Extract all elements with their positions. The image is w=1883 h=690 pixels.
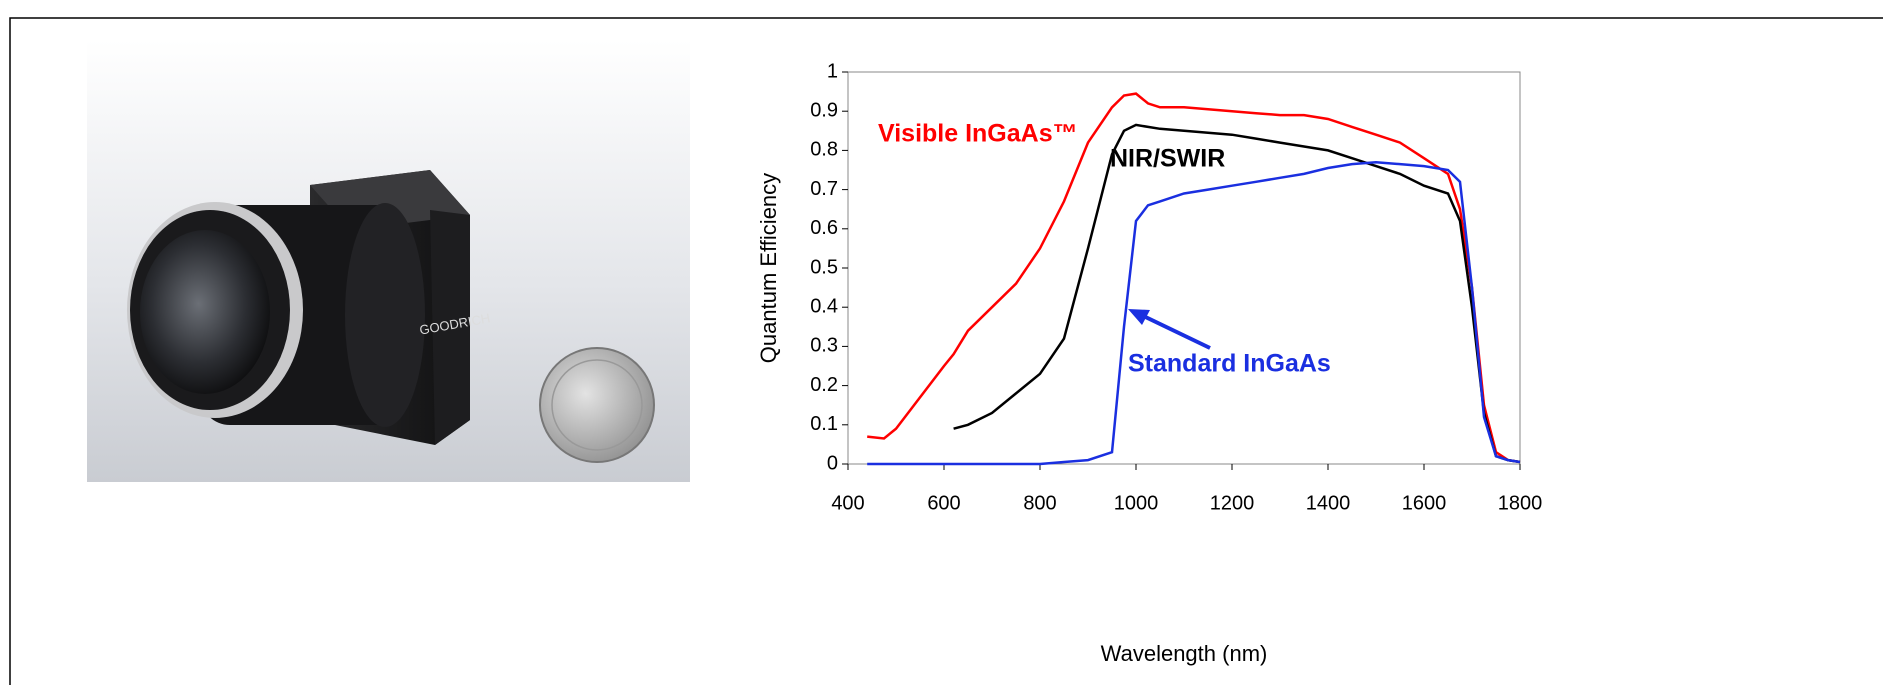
y-tick-label: 0.1 — [810, 413, 838, 435]
camera-photo: GOODRICH — [87, 40, 690, 482]
y-tick-label: 0.8 — [810, 139, 838, 161]
y-tick-label: 0.3 — [810, 335, 838, 357]
series-line — [953, 123, 1521, 464]
y-axis-label: Quantum Efficiency — [756, 173, 781, 363]
frame — [9, 17, 1883, 690]
x-tick-label: 1000 — [1114, 492, 1159, 514]
x-tick-label: 800 — [1023, 492, 1056, 514]
y-tick-label: 0 — [827, 452, 838, 474]
y-tick-label: 0.9 — [810, 99, 838, 121]
annotation-arrow — [1134, 310, 1211, 350]
y-tick-label: 0.6 — [810, 217, 838, 239]
series-label: NIR/SWIR — [1110, 145, 1225, 173]
y-tick-label: 0.2 — [810, 374, 838, 396]
x-tick-label: 1200 — [1210, 492, 1255, 514]
y-tick-label: 0.5 — [810, 256, 838, 278]
arrow-head — [1128, 309, 1150, 325]
y-tick-label: 1 — [827, 60, 838, 82]
series-line — [867, 160, 1521, 466]
x-tick-label: 1400 — [1306, 492, 1351, 514]
x-tick-label: 1800 — [1498, 492, 1543, 514]
series-label: Visible InGaAs™ — [878, 120, 1078, 148]
x-tick-label: 400 — [831, 492, 864, 514]
series-label: Standard InGaAs — [1128, 350, 1331, 378]
chart: Wavelength (nm) Quantum Efficiency 0 0.1 0… — [756, 60, 1542, 666]
x-axis-label: Wavelength (nm) — [1101, 641, 1268, 666]
y-tick-label: 0.4 — [810, 295, 838, 317]
series-line — [867, 92, 1521, 464]
y-tick-label: 0.7 — [810, 178, 838, 200]
x-tick-label: 600 — [927, 492, 960, 514]
x-tick-label: 1600 — [1402, 492, 1447, 514]
